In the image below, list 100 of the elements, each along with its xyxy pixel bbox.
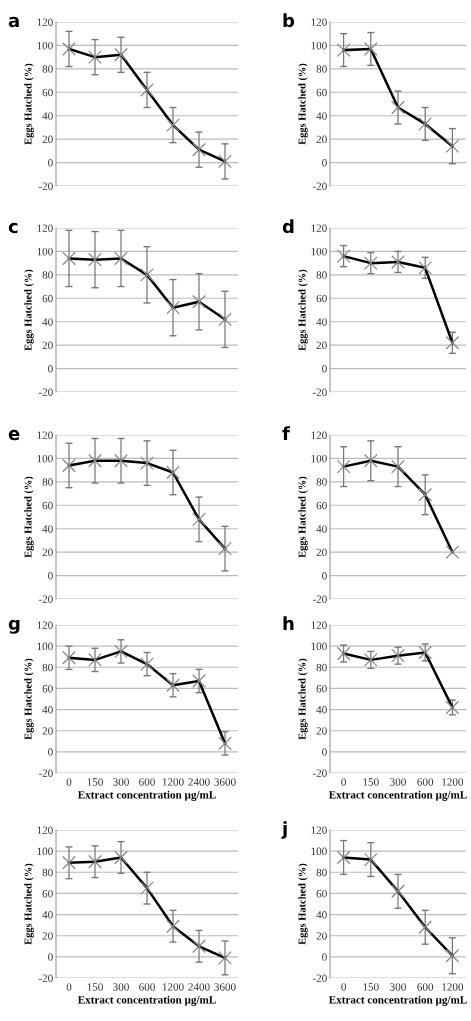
x-tick-label: 150 [363, 983, 379, 991]
y-tick-label: 20 [316, 727, 327, 735]
y-tick-label: 0 [48, 365, 53, 373]
x-tick-label: 600 [417, 778, 434, 786]
y-tick-label: 60 [316, 889, 327, 898]
y-tick-label: 20 [316, 932, 327, 940]
y-tick-label: 120 [311, 431, 327, 439]
y-tick-label: 120 [311, 621, 327, 629]
y-tick-label: 80 [42, 663, 53, 672]
y-tick-label: 100 [311, 41, 327, 50]
x-axis-title: Extract concentration µg/mL [328, 790, 467, 801]
y-tick-label: 80 [316, 663, 327, 672]
chart-title: d [282, 219, 294, 234]
y-tick-label: -20 [312, 182, 327, 190]
y-tick-label: 20 [42, 548, 53, 557]
y-tick-label: 60 [42, 88, 53, 97]
chart-title: c [8, 222, 18, 234]
y-tick-label: 40 [316, 911, 327, 919]
y-tick-label: 80 [316, 65, 327, 73]
chart-title: h [283, 616, 294, 630]
x-axis-title: Extract concentration µg/mL [328, 995, 467, 1006]
y-tick-label: 120 [37, 431, 53, 439]
y-tick-label: 100 [311, 454, 327, 463]
y-axis-title: Eggs Hatched (%) [24, 63, 34, 145]
x-axis-title: Extract concentration µg/mL [77, 995, 216, 1006]
chart-title: b [283, 13, 295, 28]
y-tick-label: 0 [322, 159, 327, 167]
y-axis-title: Eggs Hatched (%) [298, 63, 308, 145]
y-tick-label: 40 [42, 911, 53, 919]
y-tick-label: 120 [37, 621, 53, 629]
y-tick-label: 40 [42, 112, 53, 120]
x-tick-label: 600 [139, 983, 155, 991]
y-tick-label: 80 [42, 868, 53, 877]
y-axis-title: Eggs Hatched (%) [24, 476, 34, 558]
x-tick-label: 300 [113, 778, 129, 786]
y-tick-label: -20 [38, 974, 53, 982]
x-tick-label: 0 [66, 983, 72, 991]
x-tick-label: 0 [341, 983, 346, 991]
y-tick-label: 80 [316, 478, 327, 486]
y-tick-label: -20 [312, 595, 327, 603]
y-tick-label: -20 [312, 974, 327, 982]
y-tick-label: 40 [316, 525, 327, 533]
y-axis-title: Eggs Hatched (%) [24, 658, 34, 740]
y-tick-label: 40 [42, 706, 53, 714]
y-axis-title: Eggs Hatched (%) [24, 863, 34, 945]
y-tick-label: 120 [37, 826, 53, 834]
y-tick-label: 100 [311, 247, 327, 256]
y-tick-label: -20 [312, 769, 327, 777]
x-axis-title: Extract concentration µg/mL [77, 790, 216, 801]
y-tick-label: 100 [311, 642, 327, 651]
y-tick-label: 0 [322, 748, 327, 756]
x-tick-label: 150 [363, 778, 379, 786]
y-tick-label: -20 [38, 182, 53, 190]
y-tick-label: 80 [42, 271, 53, 279]
y-tick-label: 60 [316, 684, 327, 693]
x-tick-label: 150 [87, 983, 103, 991]
y-axis-title: Eggs Hatched (%) [298, 269, 308, 351]
x-tick-label: 1200 [442, 778, 464, 786]
y-axis-title: Eggs Hatched (%) [298, 863, 308, 945]
x-tick-label: 600 [139, 778, 155, 786]
y-tick-label: 100 [37, 847, 53, 856]
y-tick-label: 80 [42, 478, 53, 486]
y-tick-label: 120 [311, 826, 327, 834]
y-tick-label: 20 [42, 932, 53, 940]
y-tick-label: 40 [316, 706, 327, 714]
chart-title: f [282, 426, 291, 440]
y-tick-label: 80 [316, 868, 327, 877]
x-tick-label: 300 [390, 983, 406, 991]
y-tick-label: 60 [42, 501, 53, 510]
chart-title: e [8, 429, 20, 441]
x-tick-label: 600 [417, 983, 434, 991]
y-tick-label: 120 [37, 224, 53, 232]
y-tick-label: 0 [322, 572, 327, 580]
x-tick-label: 0 [66, 778, 72, 786]
y-tick-label: -20 [38, 595, 53, 603]
y-tick-label: 0 [48, 748, 53, 756]
y-axis-title: Eggs Hatched (%) [298, 476, 308, 558]
y-tick-label: 20 [316, 548, 327, 557]
y-tick-label: 60 [42, 294, 53, 303]
y-axis-title: Eggs Hatched (%) [298, 658, 308, 740]
y-axis-title: Eggs Hatched (%) [24, 269, 34, 351]
x-tick-label: 300 [113, 983, 129, 991]
y-tick-label: 60 [316, 88, 327, 97]
y-tick-label: 120 [311, 18, 327, 26]
y-tick-label: 0 [322, 365, 327, 373]
x-tick-label: 300 [390, 778, 406, 786]
y-tick-label: 100 [37, 454, 53, 463]
y-tick-label: 0 [48, 159, 53, 167]
y-tick-label: 60 [316, 294, 327, 303]
chart-title: j [281, 821, 287, 839]
y-tick-label: 0 [48, 953, 53, 961]
y-tick-label: 20 [316, 341, 327, 350]
y-tick-label: 100 [311, 847, 327, 856]
x-tick-label: 3600 [214, 778, 236, 786]
y-tick-label: 20 [316, 135, 327, 144]
x-tick-label: 1200 [442, 983, 464, 991]
x-tick-label: 150 [87, 778, 103, 786]
y-tick-label: 40 [42, 525, 53, 533]
y-tick-label: 0 [322, 953, 327, 961]
y-tick-label: 60 [42, 684, 53, 693]
